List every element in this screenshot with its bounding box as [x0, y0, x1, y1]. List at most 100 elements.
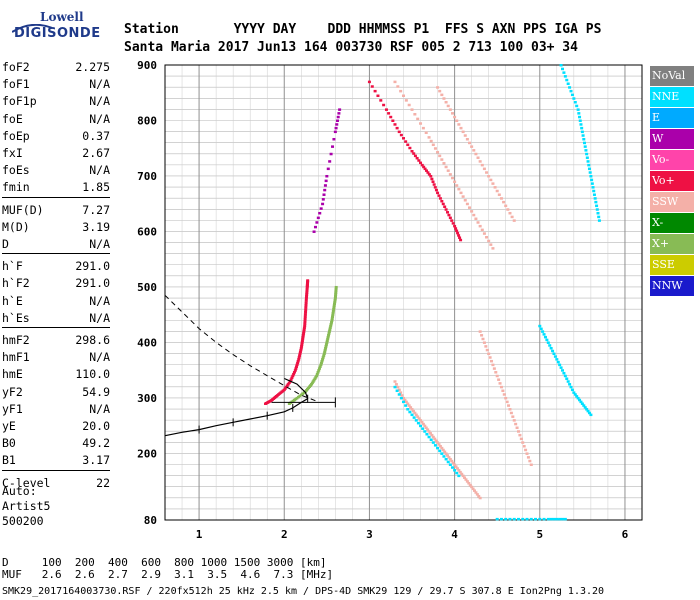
- echo-point: [580, 402, 584, 405]
- echo-point: [323, 348, 327, 352]
- echo-point: [576, 396, 580, 400]
- echo-point: [499, 197, 503, 200]
- echo-point: [491, 247, 495, 250]
- x-tick-label: 1: [196, 528, 203, 541]
- echo-point: [443, 205, 447, 208]
- param-value: 49.2: [82, 436, 110, 451]
- echo-point: [327, 334, 331, 337]
- echo-point: [428, 432, 432, 435]
- echo-point: [561, 517, 564, 521]
- echo-point: [438, 89, 442, 93]
- echo-point: [468, 483, 472, 487]
- echo-point: [331, 309, 335, 313]
- echo-point: [410, 408, 414, 411]
- param-fxi: fxI 2.67: [2, 146, 110, 162]
- echo-point: [334, 289, 338, 293]
- echo-point: [424, 169, 428, 172]
- echo-point: [578, 115, 582, 119]
- y-tick-label: 80: [144, 514, 157, 527]
- y-tick-label: 700: [137, 170, 157, 183]
- echo-point: [324, 343, 328, 346]
- echo-point: [324, 346, 328, 350]
- echo-point: [319, 361, 323, 365]
- param-b0: B0 49.2: [2, 436, 110, 452]
- echo-point: [516, 430, 520, 433]
- echo-point: [501, 389, 505, 393]
- echo-point: [525, 517, 529, 521]
- echo-point: [487, 174, 491, 178]
- echo-point: [287, 381, 291, 385]
- echo-point: [494, 371, 498, 374]
- echo-point: [596, 211, 600, 215]
- echo-point: [499, 385, 503, 389]
- echo-point: [529, 517, 533, 521]
- param-label: B1: [2, 453, 16, 468]
- echo-point: [481, 337, 485, 341]
- echo-point: [465, 480, 469, 483]
- echo-point: [413, 113, 417, 116]
- param-hmf2: hmF2 298.6: [2, 333, 110, 349]
- echo-point: [419, 424, 423, 428]
- echo-point: [541, 330, 545, 333]
- echo-point: [566, 82, 570, 85]
- echo-point: [427, 430, 431, 433]
- echo-point: [595, 204, 599, 208]
- echo-point: [333, 300, 337, 304]
- echo-point: [579, 123, 583, 126]
- echo-point: [311, 380, 315, 383]
- echo-point: [521, 441, 525, 444]
- echo-point: [448, 463, 452, 467]
- echo-point: [522, 445, 526, 448]
- param-b1: B1 3.17: [2, 453, 110, 469]
- param-value: 298.6: [75, 333, 110, 347]
- echo-point: [451, 222, 455, 225]
- echo-point: [459, 238, 463, 242]
- echo-point: [433, 186, 437, 189]
- echo-point: [504, 204, 508, 208]
- param-value: N/A: [89, 94, 110, 109]
- echo-point: [572, 391, 576, 394]
- auto-code: 500200: [2, 514, 44, 528]
- echo-point: [324, 345, 328, 348]
- echo-point: [495, 189, 499, 193]
- echo-point: [525, 452, 529, 455]
- echo-point: [508, 211, 512, 215]
- echo-point: [461, 195, 465, 198]
- echo-point: [549, 346, 553, 350]
- param-value: 20.0: [82, 419, 110, 433]
- echo-point: [585, 156, 589, 159]
- echo-point: [480, 334, 484, 337]
- echo-point: [587, 167, 591, 171]
- echo-point: [419, 419, 423, 422]
- echo-point: [586, 409, 590, 413]
- echo-point: [440, 158, 444, 161]
- echo-point: [393, 123, 397, 126]
- echo-point: [524, 448, 528, 452]
- echo-point: [490, 359, 494, 363]
- echo-point: [304, 308, 308, 312]
- echo-point: [330, 317, 334, 320]
- echo-point: [460, 472, 464, 476]
- echo-point: [455, 471, 459, 475]
- echo-point: [429, 438, 433, 442]
- echo-point: [504, 396, 508, 400]
- param-label: hmF1: [2, 350, 30, 365]
- echo-point: [404, 404, 408, 407]
- auto-label: Auto:: [2, 484, 37, 498]
- echo-point: [433, 444, 437, 447]
- echo-point: [302, 332, 306, 335]
- echo-point: [455, 184, 459, 187]
- echo-point: [474, 152, 478, 156]
- echo-point: [443, 450, 447, 454]
- echo-point: [450, 219, 454, 222]
- echo-point: [433, 437, 437, 441]
- echo-point: [300, 345, 304, 348]
- param-yf1: yF1 N/A: [2, 402, 110, 418]
- echo-point: [320, 359, 324, 363]
- echo-point: [286, 383, 290, 386]
- echo-point: [330, 321, 334, 324]
- echo-point: [431, 143, 435, 147]
- echo-point: [301, 335, 305, 339]
- param-fof1p: foF1p N/A: [2, 94, 110, 110]
- echo-point: [292, 371, 296, 374]
